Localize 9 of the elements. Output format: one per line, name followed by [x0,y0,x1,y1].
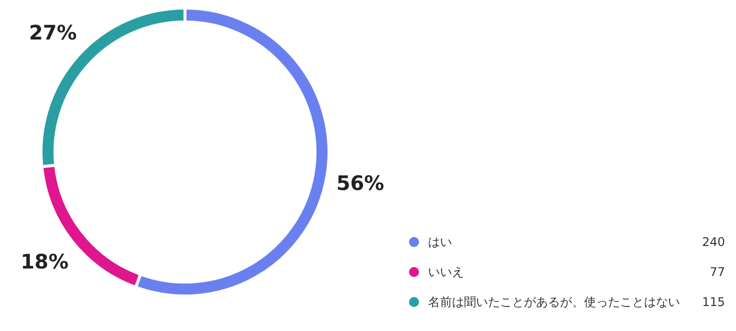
data-label: 115 [702,295,725,309]
legend-label: はい [428,235,452,249]
text: 56% [336,170,384,195]
legend-label: いいえ [428,265,464,279]
data-label: 77 [710,265,725,279]
text: 27% [28,20,77,45]
text: 18% [20,249,69,274]
legend-label: 名前は聞いたことがあるが、使ったことはない [428,295,680,309]
data-label: 240 [702,235,725,249]
